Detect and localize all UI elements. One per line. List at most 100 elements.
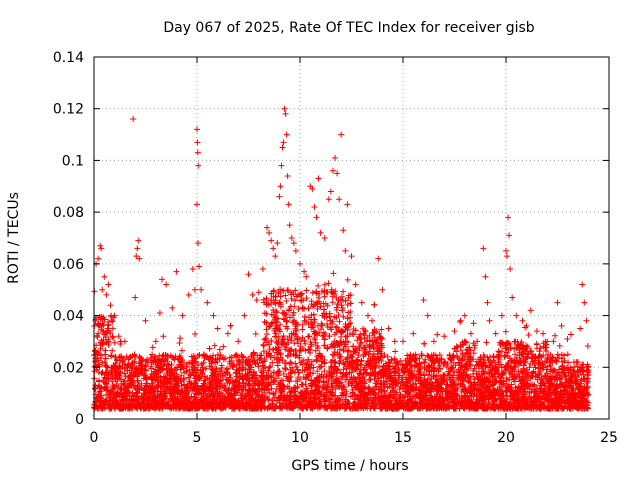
data-point [224, 330, 231, 337]
data-point [178, 372, 185, 379]
data-point [436, 362, 443, 369]
data-point [269, 359, 276, 366]
data-point [558, 322, 565, 329]
data-point [540, 330, 547, 337]
data-point [135, 237, 142, 244]
data-point [577, 325, 584, 332]
data-point [434, 331, 441, 338]
data-point [152, 338, 159, 345]
data-point [195, 240, 202, 247]
data-point [564, 351, 571, 358]
data-point [424, 312, 431, 319]
data-point [467, 330, 474, 337]
data-point [94, 334, 101, 341]
data-point [102, 355, 109, 362]
data-point [302, 381, 309, 388]
data-point [198, 371, 205, 378]
data-point [504, 253, 511, 260]
data-point [259, 266, 266, 273]
data-point [277, 321, 284, 328]
data-point [192, 330, 199, 337]
data-point [467, 362, 474, 369]
data-point [279, 144, 286, 151]
data-point [369, 317, 376, 324]
data-point [194, 139, 201, 146]
data-point [218, 362, 225, 369]
data-point [457, 318, 464, 325]
data-point [292, 247, 299, 254]
data-point [522, 324, 529, 331]
data-point [311, 203, 318, 210]
data-point [392, 348, 399, 355]
data-point [210, 312, 217, 319]
data-point [332, 154, 339, 161]
data-point [552, 332, 559, 339]
data-point [502, 328, 509, 335]
data-point [293, 364, 300, 371]
data-point [579, 281, 586, 288]
data-point [177, 335, 184, 342]
data-point [173, 268, 180, 275]
data-point [195, 162, 202, 169]
data-point [325, 196, 332, 203]
data-point [523, 322, 530, 329]
data-point [103, 291, 110, 298]
data-point [505, 214, 512, 221]
data-point [178, 347, 185, 354]
data-point [352, 281, 359, 288]
data-point [249, 291, 256, 298]
data-point [470, 340, 477, 347]
data-point [97, 242, 104, 249]
data-point [142, 317, 149, 324]
data-point [198, 286, 205, 293]
data-point [441, 333, 448, 340]
data-point [315, 282, 322, 289]
data-point [344, 201, 351, 208]
data-point [176, 339, 183, 346]
data-point [342, 247, 349, 254]
data-point [115, 333, 122, 340]
data-point [297, 260, 303, 267]
data-point [391, 338, 398, 345]
data-point [179, 312, 186, 319]
data-point [220, 343, 227, 350]
data-point [133, 253, 140, 260]
data-point [581, 299, 588, 306]
data-point [105, 281, 112, 288]
data-point [281, 105, 288, 112]
data-point [338, 131, 345, 138]
data-point [169, 304, 176, 311]
data-point [301, 268, 308, 275]
data-point [272, 308, 279, 315]
data-point [533, 328, 540, 335]
data-point [264, 224, 271, 231]
data-point [189, 266, 196, 273]
data-point [284, 172, 291, 179]
data-point [430, 338, 437, 345]
data-point [277, 183, 284, 190]
data-point [292, 360, 299, 367]
data-point [268, 237, 275, 244]
data-point [556, 342, 563, 349]
data-point [101, 273, 108, 280]
data-point [303, 273, 310, 280]
data-point [348, 253, 355, 260]
data-point [330, 270, 337, 277]
data-point [274, 240, 281, 247]
data-point [484, 299, 491, 306]
data-point [329, 167, 336, 174]
data-point [303, 287, 310, 294]
data-point [321, 235, 328, 241]
data-point [349, 330, 356, 337]
data-point [282, 292, 289, 299]
data-point [385, 325, 392, 332]
data-point [482, 273, 489, 280]
data-point [317, 229, 324, 236]
data-point [213, 366, 220, 373]
data-point [451, 328, 458, 335]
data-point [245, 271, 252, 278]
data-point [98, 370, 105, 377]
data-point [564, 336, 571, 343]
data-point [340, 313, 347, 320]
data-point [211, 342, 218, 349]
